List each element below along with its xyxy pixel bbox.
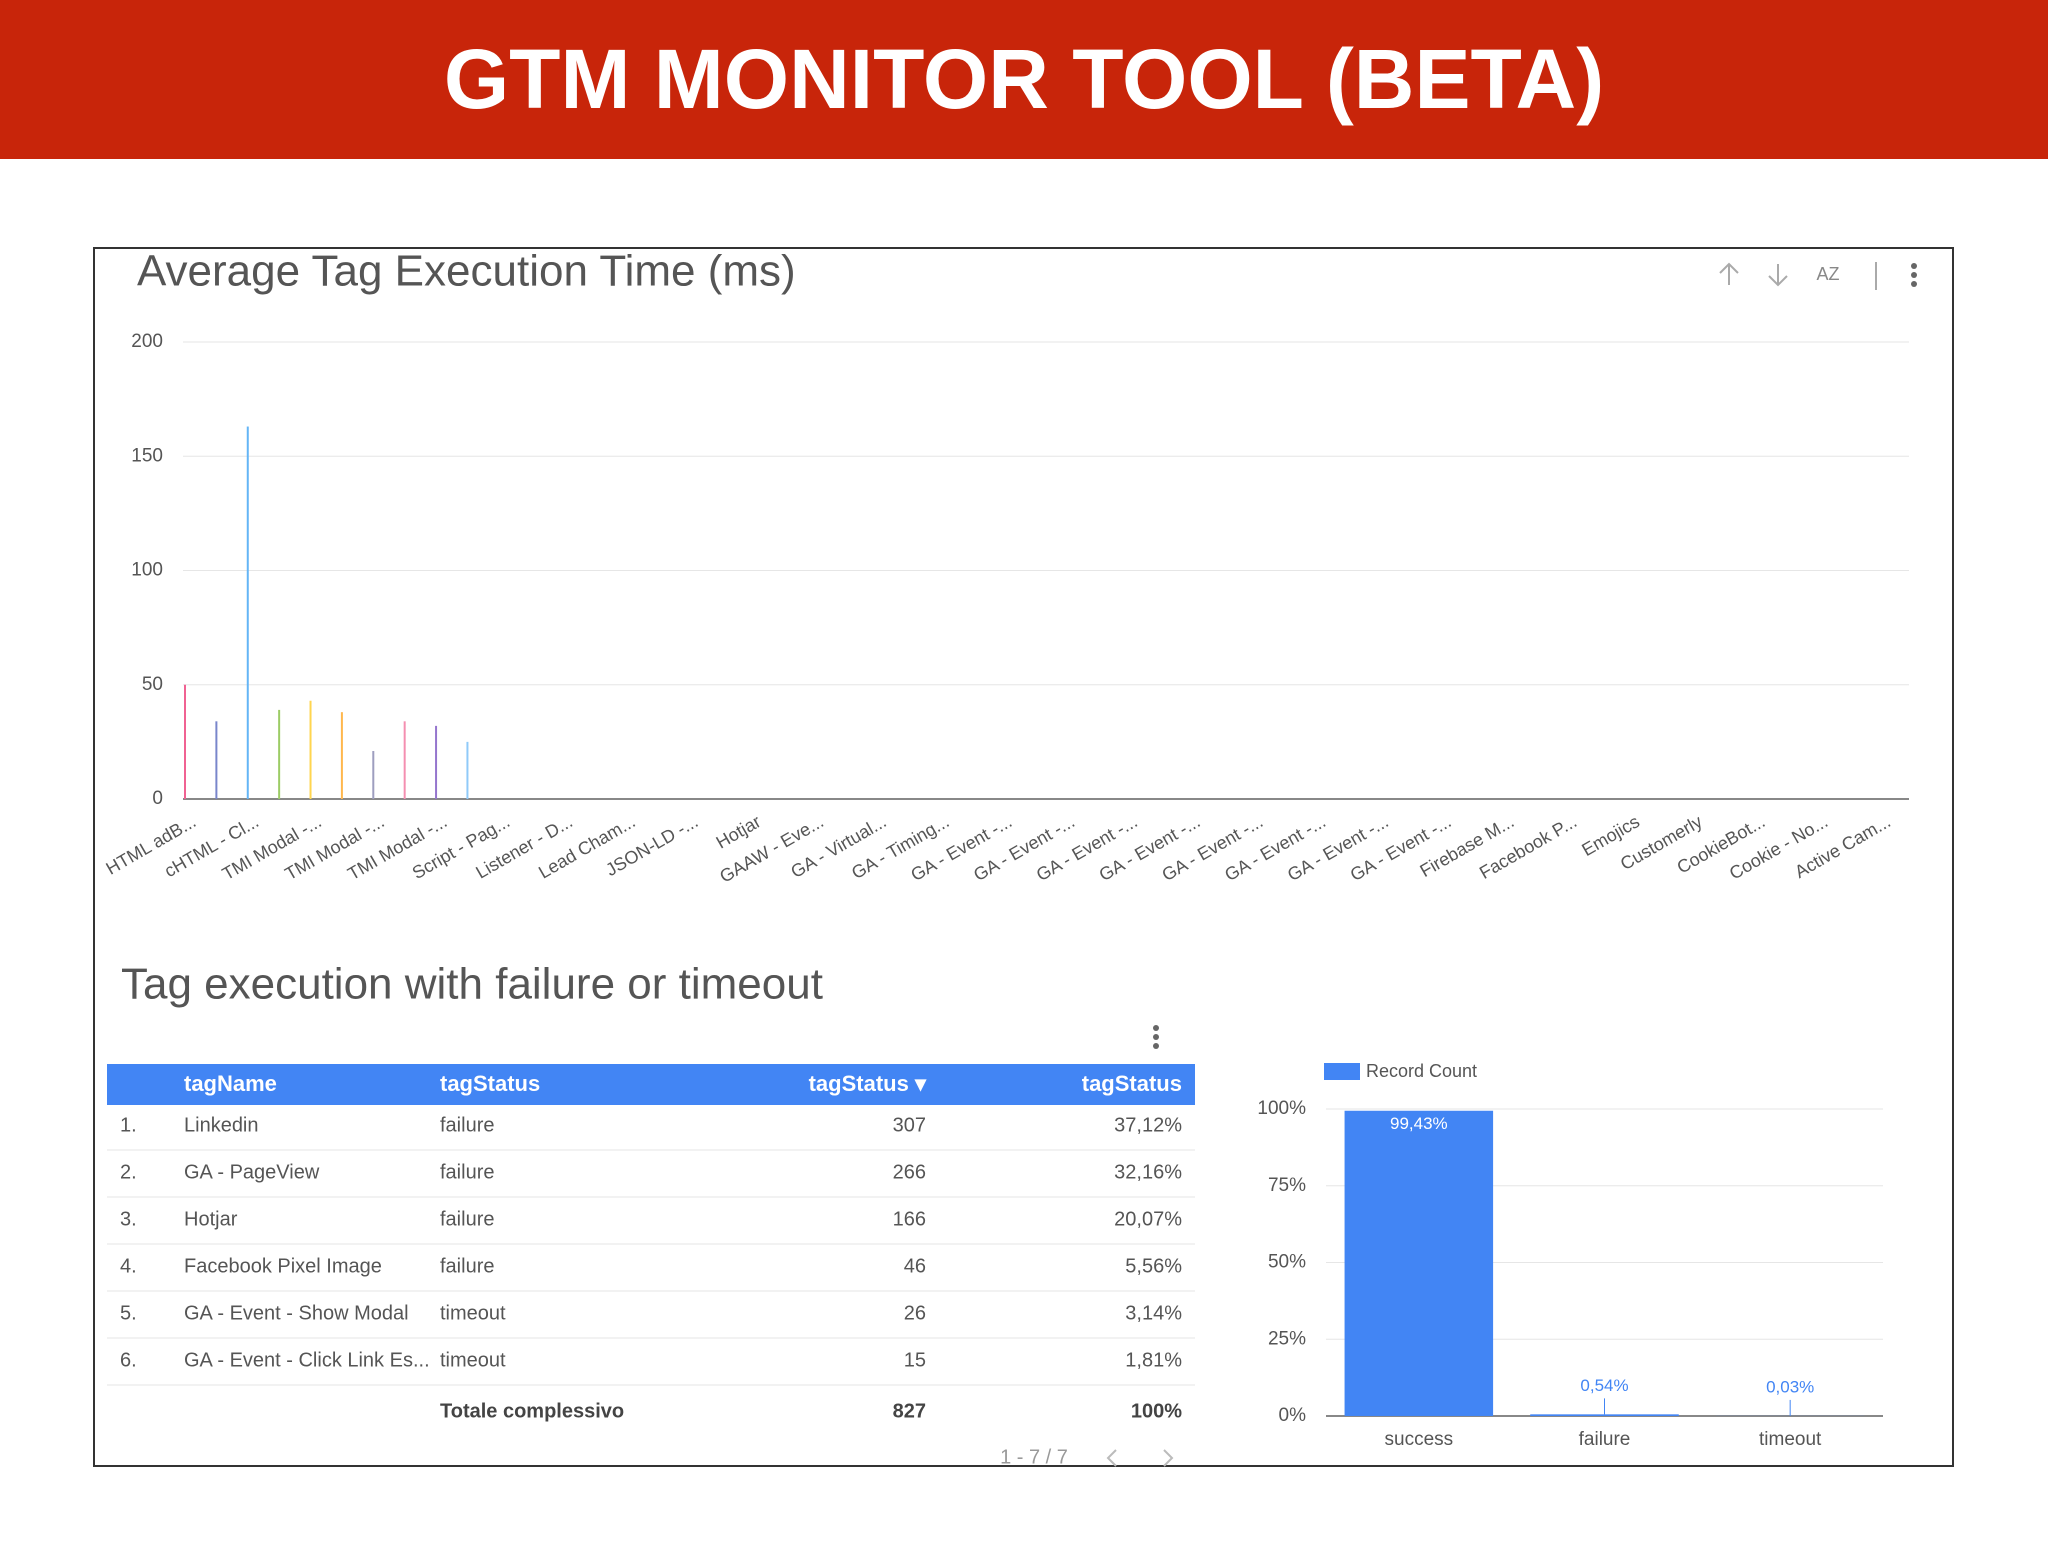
bar [404,721,406,799]
bar [215,721,217,799]
table-cell: 6. [120,1349,137,1371]
x-tick-label: timeout [1759,1429,1822,1450]
table-cell: Facebook Pixel Image [184,1255,382,1277]
pager-arrows[interactable] [1108,1450,1172,1466]
y-tick-label: 25% [1268,1328,1306,1349]
y-tick-label: 150 [131,445,163,466]
table-cell: 266 [893,1161,926,1183]
sort-icon[interactable]: AZ [1816,264,1839,284]
toolbar-icons [1720,262,1876,290]
table-cell: 5,56% [1125,1255,1182,1277]
bar [310,701,312,799]
table-cell: GA - Event - Click Link Es... [184,1349,430,1371]
section-title: Tag execution with failure or timeout [121,960,823,1009]
table-cell: Hotjar [184,1208,238,1230]
y-tick-label: 200 [131,331,163,352]
table-cell: 2. [120,1161,137,1183]
value-label: 99,43% [1390,1114,1448,1133]
column-header: tagStatus ▾ [809,1071,927,1096]
table-cell: 1. [120,1114,137,1136]
y-tick-label: 50% [1268,1252,1306,1273]
bar [341,712,343,799]
table-cell: 46 [904,1255,926,1277]
x-tick-label: failure [1579,1429,1631,1450]
bar [247,427,249,799]
pagination: 1 - 7 / 7 [1000,1446,1068,1468]
y-tick-label: 50 [142,674,163,695]
total-cell: Totale complessivo [440,1400,624,1422]
table-cell: 32,16% [1114,1161,1182,1183]
value-label: 0,54% [1580,1376,1628,1395]
y-tick-label: 0 [152,788,163,809]
bar [372,751,374,799]
table-cell: 4. [120,1255,137,1277]
bar [1530,1414,1679,1416]
table-cell: 1,81% [1125,1349,1182,1371]
bar [466,742,468,799]
bar [1345,1111,1494,1416]
bar [184,685,186,799]
menu-dots[interactable] [1911,263,1917,287]
legend-swatch [1324,1063,1360,1080]
header-title: GTM MONITOR TOOL (BETA) [444,32,1604,126]
table-menu[interactable] [1153,1025,1159,1049]
table-cell: GA - Event - Show Modal [184,1302,409,1324]
table-cell: timeout [440,1349,506,1371]
y-tick-label: 75% [1268,1175,1306,1196]
table-cell: 37,12% [1114,1114,1182,1136]
table-cell: 15 [904,1349,926,1371]
y-tick-label: 0% [1279,1405,1307,1426]
table-cell: failure [440,1161,494,1183]
table-cell: 3. [120,1208,137,1230]
table-cell: failure [440,1255,494,1277]
table-cell: Linkedin [184,1114,259,1136]
total-cell: 100% [1131,1400,1182,1422]
y-tick-label: 100% [1257,1098,1306,1119]
table-cell: 20,07% [1114,1208,1182,1230]
table-cell: timeout [440,1302,506,1324]
x-tick-label: success [1385,1429,1454,1450]
table-cell: failure [440,1208,494,1230]
table-cell: 166 [893,1208,926,1230]
column-header: tagStatus [440,1071,540,1096]
value-label: 0,03% [1766,1377,1814,1396]
table-cell: 26 [904,1302,926,1324]
table-cell: GA - PageView [184,1161,320,1183]
table-cell: 5. [120,1302,137,1324]
total-cell: 827 [893,1400,926,1422]
table-cell: 3,14% [1125,1302,1182,1324]
bar [435,726,437,799]
y-tick-label: 100 [131,560,163,581]
table-cell: failure [440,1114,494,1136]
bar [278,710,280,799]
chart-title: Average Tag Execution Time (ms) [137,247,796,296]
legend-label: Record Count [1366,1061,1477,1081]
column-header: tagName [184,1071,277,1096]
column-header: tagStatus [1082,1071,1182,1096]
table-cell: 307 [893,1114,926,1136]
